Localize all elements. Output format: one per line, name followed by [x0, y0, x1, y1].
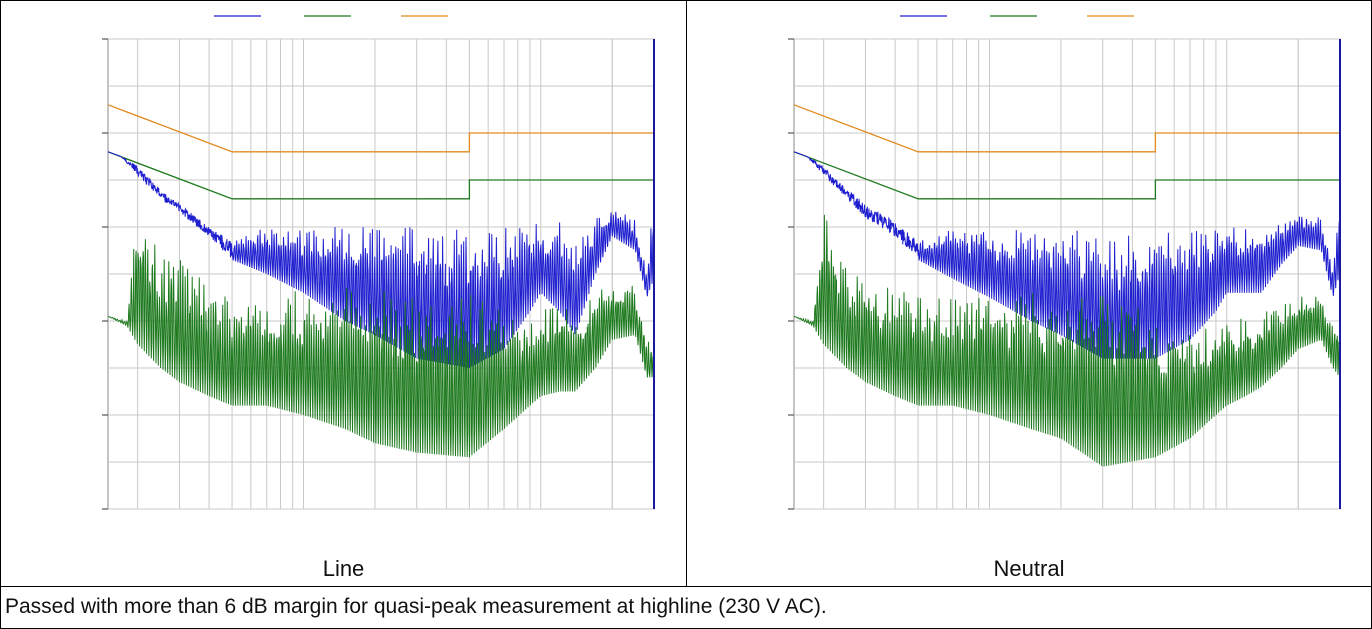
av-trace	[793, 214, 1341, 467]
pk-trace	[793, 151, 1341, 359]
qp-limit-line	[793, 104, 1340, 153]
line-conducted-emission-chart	[102, 15, 655, 510]
av-limit-line	[793, 151, 1340, 200]
qp-limit-line	[107, 104, 654, 153]
neutral-panel-caption: Neutral	[993, 556, 1065, 581]
line-panel-caption: Line	[322, 556, 365, 581]
neutral-panel: Neutral	[686, 0, 1372, 587]
result-note-row: Passed with more than 6 dB margin for qu…	[0, 586, 1372, 629]
av-trace	[107, 239, 655, 458]
av-limit-line	[107, 151, 654, 200]
line-panel: Line	[0, 0, 687, 587]
neutral-conducted-emission-chart	[788, 15, 1341, 510]
result-note: Passed with more than 6 dB margin for qu…	[5, 595, 827, 618]
pk-trace	[107, 151, 655, 368]
